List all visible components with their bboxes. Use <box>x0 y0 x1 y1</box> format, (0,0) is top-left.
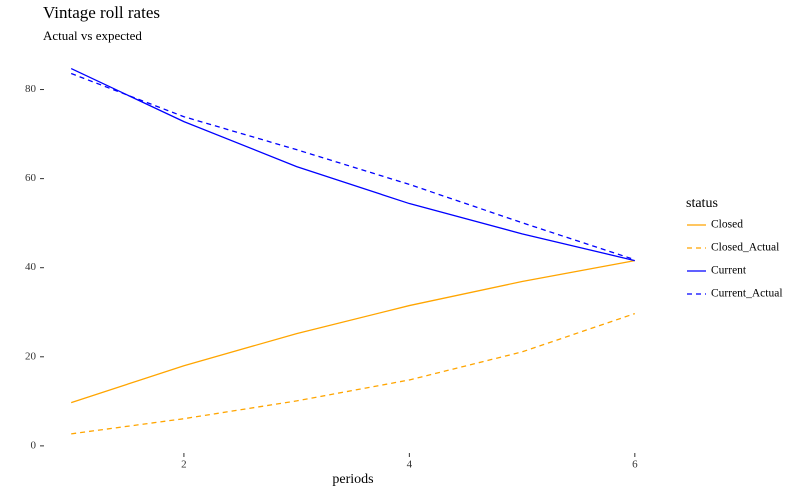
legend-label: Current_Actual <box>711 288 783 300</box>
x-tick-label: 2 <box>181 459 187 471</box>
chart-title: Vintage roll rates <box>43 3 160 22</box>
legend-label: Closed <box>711 219 743 231</box>
y-tick-label: 40 <box>25 261 37 273</box>
series-line <box>71 312 636 435</box>
y-tick-label: 60 <box>25 172 37 184</box>
chart-subtitle: Actual vs expected <box>43 28 142 43</box>
legend-title: status <box>686 196 718 211</box>
legend-label: Closed_Actual <box>711 242 779 254</box>
x-axis-title: periods <box>332 472 373 487</box>
x-tick-label: 4 <box>407 459 413 471</box>
series-line <box>70 72 636 261</box>
x-tick-label: 6 <box>632 459 638 471</box>
series-line <box>70 68 635 262</box>
y-tick-label: 80 <box>25 83 37 95</box>
legend-label: Current <box>711 265 747 277</box>
y-tick-label: 0 <box>31 439 37 451</box>
series-line <box>70 259 635 404</box>
y-tick-label: 20 <box>25 350 37 362</box>
